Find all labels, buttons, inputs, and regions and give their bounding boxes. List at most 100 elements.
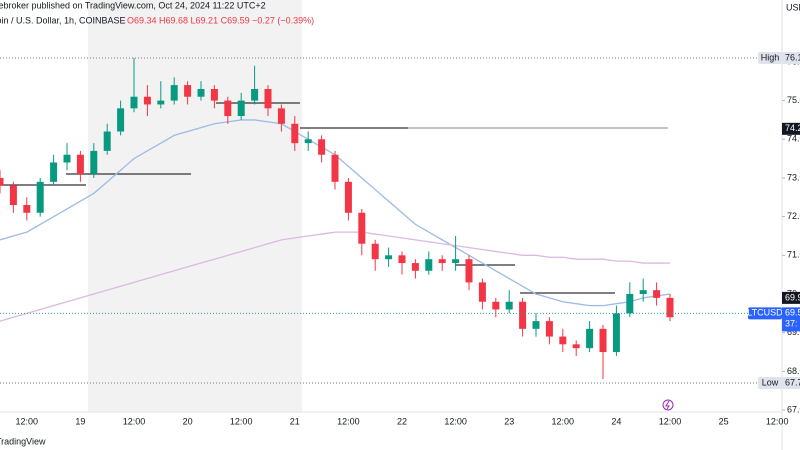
candle-body	[599, 328, 607, 353]
candle-body	[344, 181, 352, 213]
candle-body	[572, 344, 580, 349]
x-tick-label: 21	[290, 416, 300, 426]
x-tick-label: 12:00	[552, 416, 575, 426]
weekend-shade	[88, 0, 302, 412]
candle-body	[50, 162, 58, 182]
candle-body	[277, 108, 285, 124]
candle-body	[505, 301, 513, 310]
candle-body	[478, 282, 486, 302]
candle-body	[170, 85, 178, 101]
x-tick-label: 23	[504, 416, 514, 426]
candle-body	[545, 321, 553, 337]
tag-value: 69.5	[785, 308, 800, 318]
candle-body	[304, 139, 312, 144]
ohlc: O69.34 H69.68 L69.21 C69.59 −0.27 (−0.39…	[127, 15, 314, 25]
x-tick-label: 12:00	[123, 416, 146, 426]
x-tick-label: 12:00	[16, 416, 39, 426]
x-tick-label: 24	[611, 416, 621, 426]
tag-value-box	[782, 122, 800, 135]
candle-body	[371, 243, 379, 260]
currency: USD	[786, 2, 800, 12]
candle-body	[425, 259, 433, 271]
candle-body	[264, 88, 272, 109]
x-tick-label: 19	[75, 416, 85, 426]
candle-body	[117, 108, 125, 132]
candle-body	[291, 123, 299, 144]
candle-body	[452, 259, 460, 264]
publisher: cebroker published on TradingView.com, O…	[0, 0, 266, 10]
tag-label: LTCUSD	[747, 308, 783, 318]
candle-body	[358, 212, 366, 244]
tag-value-box	[782, 52, 800, 65]
candle-body	[184, 85, 192, 97]
y-tick-label: 74.00	[787, 134, 800, 144]
tag-value: 67.7	[785, 377, 800, 387]
candle-body	[639, 290, 647, 295]
alert-icon	[662, 399, 674, 411]
y-tick-label: 67.00	[787, 404, 800, 414]
candle-body	[465, 259, 473, 283]
y-tick-label: 71.00	[787, 250, 800, 260]
tag-value-box	[782, 291, 800, 304]
x-tick-label: 12:00	[659, 416, 682, 426]
candle-body	[237, 100, 245, 117]
candle-body	[9, 185, 17, 206]
candle-body	[0, 177, 4, 186]
candle-body	[586, 328, 594, 349]
candle-body	[143, 96, 151, 105]
y-tick-label: 75.00	[787, 95, 800, 105]
candle-body	[532, 321, 540, 329]
candle-body	[385, 255, 393, 260]
candle-body	[318, 139, 326, 155]
y-tick-label: 72.00	[787, 211, 800, 221]
tag-label-box	[758, 52, 782, 65]
candle-body	[224, 100, 232, 117]
y-tick-label: 68.00	[787, 366, 800, 376]
candle-body	[519, 301, 527, 329]
countdown: 37:	[785, 319, 798, 329]
tag-value: 74.27	[785, 123, 800, 133]
moving-average	[0, 231, 670, 322]
candle-body	[398, 255, 406, 264]
tag-label: Low	[762, 377, 779, 387]
candle-body	[210, 88, 218, 101]
tag-label-box	[748, 307, 782, 320]
y-tick-label: 69.00	[787, 327, 800, 337]
candle-body	[492, 301, 500, 310]
candle-body	[559, 336, 567, 345]
x-tick-label: 12:00	[444, 416, 467, 426]
tag-label-box	[758, 376, 782, 389]
candle-body	[626, 294, 634, 314]
x-tick-label: 12:00	[766, 416, 789, 426]
tag-label: High	[761, 52, 780, 62]
candle-body	[251, 88, 259, 101]
y-tick-label: 73.00	[787, 172, 800, 182]
tag-value: 76.1	[785, 52, 800, 62]
candle-body	[411, 263, 419, 271]
x-tick-label: 25	[719, 416, 729, 426]
candle-body	[197, 88, 205, 97]
tag-value-box	[782, 376, 800, 389]
footer: TradingView	[0, 436, 46, 446]
x-tick-label: 12:00	[230, 416, 253, 426]
candle-body	[130, 96, 138, 109]
x-tick-label: 12:00	[337, 416, 360, 426]
candle-body	[612, 313, 620, 353]
candle-body	[90, 150, 98, 175]
candle-body	[666, 297, 674, 318]
x-tick-label: 22	[397, 416, 407, 426]
x-tick-label: 20	[183, 416, 193, 426]
candle-body	[438, 259, 446, 264]
tag-value-box	[782, 307, 800, 332]
candle-body	[36, 181, 44, 213]
candle-body	[331, 154, 339, 182]
tag-value: 69.9	[785, 292, 800, 302]
candle-body	[157, 100, 165, 105]
candle-body	[653, 290, 661, 298]
candle-body	[76, 154, 84, 175]
candle-body	[63, 154, 71, 163]
candle-body	[103, 131, 111, 151]
candle-body	[23, 205, 31, 213]
